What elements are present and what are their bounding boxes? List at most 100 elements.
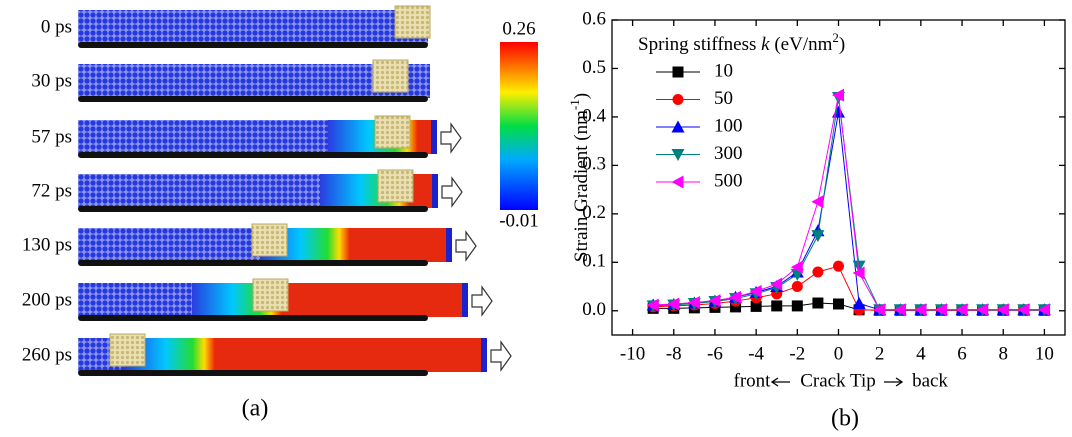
marker (1037, 303, 1050, 317)
marker (832, 105, 845, 118)
marker (832, 88, 844, 102)
marker (914, 303, 927, 317)
marker (749, 284, 762, 298)
y-tick-label: 0.6 (582, 8, 606, 29)
pull-arrow (471, 285, 493, 317)
snapshot-label: 72 ps (31, 180, 72, 201)
series (646, 88, 1050, 317)
marker (1017, 303, 1030, 317)
snapshot-label: 0 ps (41, 16, 72, 37)
indenter (394, 5, 431, 39)
y-tick-label: 0.3 (582, 154, 606, 175)
marker (852, 266, 865, 280)
marker (873, 303, 886, 317)
marker (667, 297, 680, 311)
marker (811, 195, 824, 209)
marker (893, 303, 906, 317)
y-tick-label: 0.0 (582, 299, 606, 320)
snapshot (78, 223, 477, 266)
marker (812, 297, 824, 309)
legend-title-unit: (eV/nm (770, 34, 833, 55)
marker (833, 260, 844, 272)
strain-region (418, 120, 431, 154)
legend-label: 300 (714, 143, 743, 164)
strain-region (350, 228, 446, 262)
indenter (372, 59, 409, 93)
y-label-text: Strain Gradient (nm (571, 110, 592, 262)
series (646, 105, 1051, 316)
snapshot (78, 333, 512, 376)
marker (934, 303, 947, 317)
snapshot (78, 169, 463, 212)
strain-region (410, 174, 432, 208)
snapshot-label: 30 ps (31, 70, 72, 91)
y-tick-label: 0.2 (582, 202, 606, 223)
x-tick-label: -8 (666, 343, 682, 364)
arrow-left (770, 377, 790, 387)
marker (770, 277, 783, 291)
substrate (78, 96, 428, 102)
marker (996, 303, 1009, 317)
marker (833, 298, 844, 310)
x-tick-label: -6 (707, 343, 723, 364)
y-tick-label: 0.4 (582, 105, 606, 126)
snapshot (78, 115, 462, 158)
atoms-tint (78, 64, 430, 98)
pull-arrow (441, 176, 463, 208)
snapshot-label: 260 ps (22, 344, 72, 365)
legend-marker (672, 94, 684, 105)
caption: (a) (242, 396, 269, 422)
substrate (78, 315, 428, 321)
marker (811, 230, 825, 243)
legend-title-sup: 2 (832, 30, 839, 45)
legend-title-text: Spring stiffness (638, 34, 761, 55)
panel-b: 0.0 0.1 0.2 0.3 0.4 0.5 0.6 -10 -8 -6 -4 -2 0 2 4 6 8 10 S… (567, 8, 1066, 432)
x-tick-label: 6 (957, 343, 967, 364)
substrate (78, 206, 428, 212)
snapshot-label: 200 ps (22, 289, 72, 310)
y-tick-label: 0.5 (582, 57, 606, 78)
y-tick-label: 0.1 (582, 251, 606, 272)
marker (955, 303, 968, 317)
legend-label: 100 (714, 115, 743, 136)
series (647, 297, 1050, 316)
x-tick-label: 10 (1035, 343, 1054, 364)
x-tick-label: 4 (916, 343, 926, 364)
x-tick-label: -4 (748, 343, 764, 364)
marker (687, 296, 700, 310)
x-label-back: back (912, 370, 948, 391)
y-axis-label: Strain Gradient (nm-1) (567, 93, 592, 262)
x-tick-label: 0 (834, 343, 844, 364)
indenter (374, 115, 411, 149)
atoms-tint (78, 10, 428, 44)
marker (729, 290, 742, 304)
marker (852, 260, 866, 273)
marker (852, 297, 866, 309)
marker (790, 260, 803, 274)
indenter (252, 278, 289, 312)
edge (481, 338, 487, 372)
arrow-right (884, 377, 904, 387)
strain-region (215, 338, 481, 372)
legend-label: 500 (714, 170, 743, 191)
colorbar (500, 42, 538, 210)
strain-region (282, 283, 462, 317)
marker (812, 266, 824, 278)
legend-label: 50 (714, 88, 733, 109)
substrate (78, 260, 428, 266)
edge (446, 228, 452, 262)
caption: (b) (831, 406, 859, 432)
snapshot-label: 57 ps (31, 126, 72, 147)
colorbar-max: 0.26 (502, 18, 535, 39)
x-tick-label: -10 (620, 343, 645, 364)
legend-marker (671, 175, 684, 189)
marker (976, 303, 989, 317)
marker (750, 300, 762, 312)
legend-marker (672, 66, 684, 78)
snapshot (78, 278, 493, 321)
x-tick-label: 2 (875, 343, 885, 364)
colorbar-min: -0.01 (499, 210, 539, 231)
snapshot (78, 59, 430, 102)
legend-marker (671, 120, 685, 133)
